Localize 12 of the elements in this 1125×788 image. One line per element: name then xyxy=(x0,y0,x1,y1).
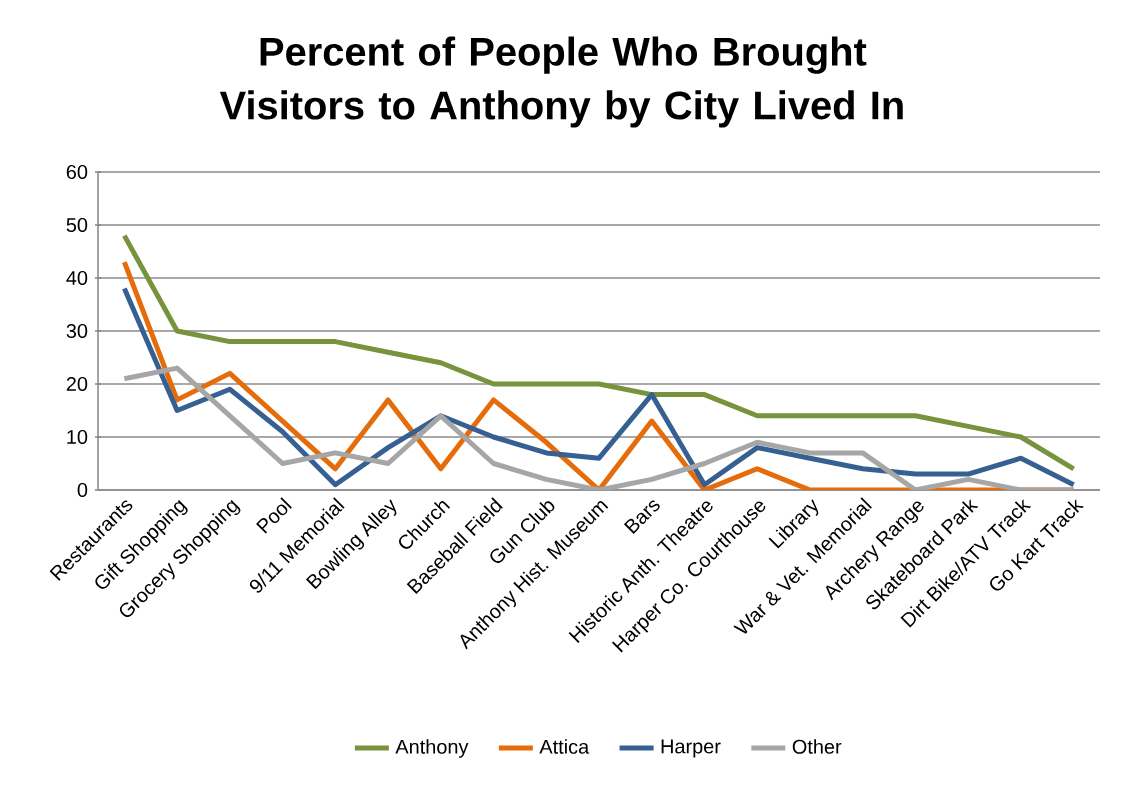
y-tick-label: 0 xyxy=(77,482,88,498)
y-tick-label: 30 xyxy=(66,323,88,339)
legend-label: Other xyxy=(792,739,842,754)
y-tick-label: 10 xyxy=(67,429,88,445)
legend-label: Attica xyxy=(539,739,590,754)
y-tick-label: 40 xyxy=(66,270,88,286)
y-tick-label: 60 xyxy=(66,164,88,180)
y-tick-label: 20 xyxy=(66,376,88,392)
legend-label: Harper xyxy=(661,739,721,758)
chart-title: Percent of People Who Brought Visitors to Anthony by City Lived In xyxy=(219,36,903,128)
legend-label: Anthony xyxy=(395,739,469,758)
y-tick-label: 50 xyxy=(66,217,88,233)
